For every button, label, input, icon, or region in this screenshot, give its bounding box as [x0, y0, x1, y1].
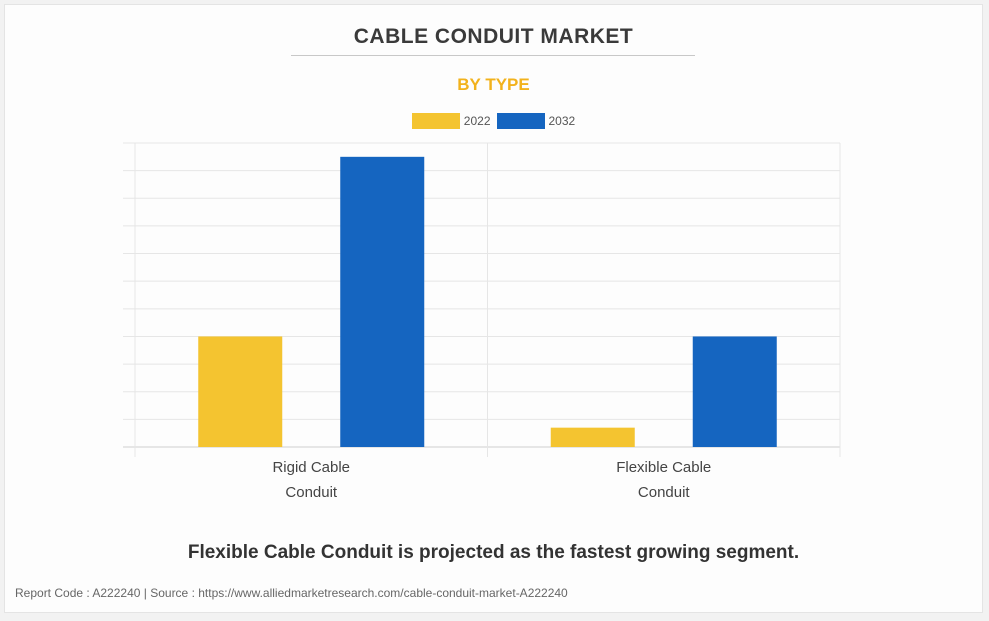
x-tick-label: Flexible Cable	[616, 459, 711, 476]
legend: 2022 2032	[5, 113, 982, 129]
bar-2022-1	[550, 427, 635, 447]
bar-2032-0	[340, 156, 425, 447]
legend-label-2032: 2032	[548, 114, 576, 128]
legend-swatch-2022	[411, 113, 460, 129]
source-footer: Report Code : A222240 | Source : https:/…	[15, 586, 568, 600]
legend-item-2032[interactable]: 2032	[496, 113, 576, 129]
x-tick-label: Conduit	[638, 484, 691, 501]
chart-card: CABLE CONDUIT MARKET BY TYPE 2022 2032 R…	[4, 4, 983, 613]
chart-subtitle: BY TYPE	[457, 75, 530, 94]
bar-chart: Rigid Cable Conduit Flexible Cable Conduit	[123, 142, 841, 501]
chart-title: CABLE CONDUIT MARKET	[353, 25, 634, 48]
legend-item-2022[interactable]: 2022	[411, 113, 491, 129]
bar-2022-0	[198, 336, 283, 447]
title-divider	[291, 55, 695, 56]
x-tick-label: Rigid Cable	[272, 459, 350, 476]
key-finding-note: Flexible Cable Conduit is projected as t…	[187, 542, 800, 563]
legend-label-2022: 2022	[463, 114, 491, 128]
bar-2032-1	[692, 336, 777, 447]
legend-swatch-2032	[496, 113, 545, 129]
x-tick-label: Conduit	[285, 484, 338, 501]
